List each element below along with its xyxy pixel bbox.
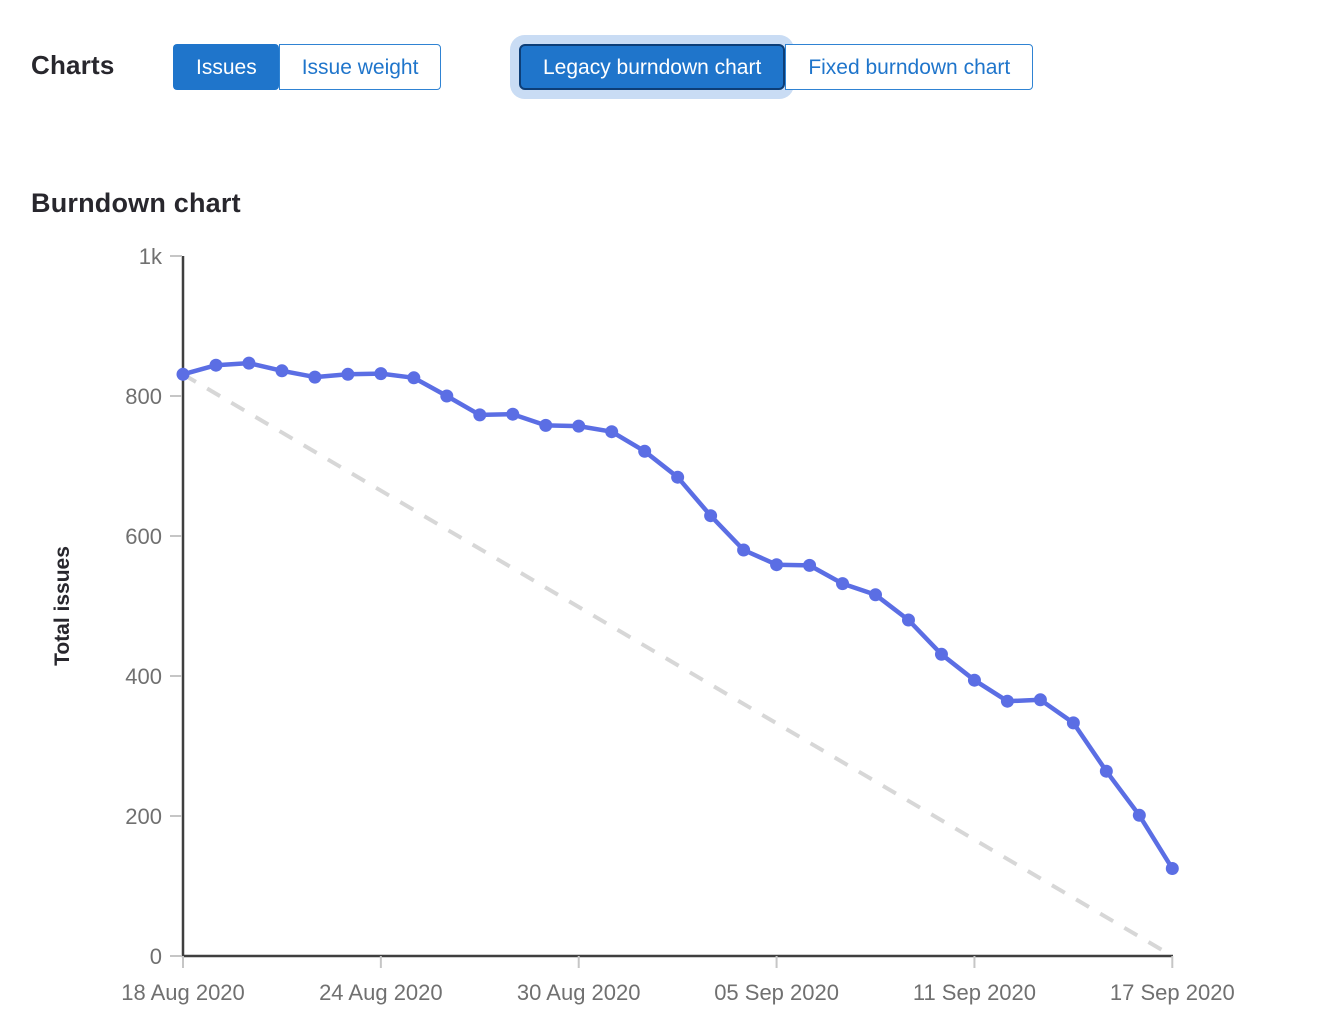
data-point[interactable] [704,509,718,523]
data-point[interactable] [770,558,784,572]
data-point[interactable] [440,389,454,403]
data-point[interactable] [1066,716,1080,730]
burndown-chart[interactable]: 0 200 400 600 800 1k 18 Aug 2020 24 Aug 2020 30 … [0,230,1326,1028]
data-point[interactable] [1000,694,1014,708]
data-point[interactable] [176,367,190,381]
y-axis-tick-label: 600 [125,524,162,549]
data-point[interactable] [308,370,322,384]
y-axis-tick-label: 400 [125,664,162,689]
burndown-chart-canvas[interactable]: 0 200 400 600 800 1k 18 Aug 2020 24 Aug 2020 30 … [0,230,1326,1028]
y-axis-tick-label: 0 [150,944,162,969]
data-point[interactable] [934,647,948,661]
data-point[interactable] [671,470,685,484]
data-point[interactable] [1099,764,1113,778]
data-point[interactable] [572,419,586,433]
data-point[interactable] [1033,693,1047,707]
data-point[interactable] [242,356,256,370]
data-point[interactable] [539,418,553,432]
data-point[interactable] [341,367,355,381]
data-point[interactable] [506,407,520,421]
y-axis-tick-label: 1k [139,244,163,269]
data-point[interactable] [374,367,388,381]
data-point[interactable] [209,358,223,372]
ideal-burndown-line [181,372,1174,958]
issue-weight-toggle-button[interactable]: Issue weight [278,44,442,90]
data-point[interactable] [473,408,487,422]
x-axis-tick-label: 18 Aug 2020 [121,980,245,1005]
data-point[interactable] [869,588,883,602]
x-axis-tick-label: 05 Sep 2020 [714,980,839,1005]
y-axis-tick-label: 200 [125,804,162,829]
data-point[interactable] [967,673,981,687]
data-point[interactable] [1132,808,1146,822]
x-axis-tick-label: 17 Sep 2020 [1110,980,1235,1005]
axis-lines [181,256,1173,958]
charts-label: Charts [31,50,115,80]
page-title: Burndown chart [31,188,241,219]
ideal-burndown-guideline [181,372,1174,958]
fixed-burndown-chart-button[interactable]: Fixed burndown chart [785,44,1034,90]
y-axis-title: Total issues [51,546,74,666]
data-point[interactable] [275,364,289,378]
x-axis-tick-label: 24 Aug 2020 [319,980,443,1005]
data-point[interactable] [737,543,751,557]
actual-burndown-series [176,356,1179,875]
charts-toolbar: Charts Issues Issue weight Legacy burndo… [0,0,1326,110]
x-axis-tick-label: 11 Sep 2020 [913,980,1036,1005]
data-point[interactable] [836,577,850,591]
issues-toggle-button[interactable]: Issues [173,44,279,90]
axis-labels: 0 200 400 600 800 1k 18 Aug 2020 24 Aug 2020 30 … [51,244,1235,1005]
data-point[interactable] [1165,862,1179,875]
legacy-burndown-chart-button[interactable]: Legacy burndown chart [519,44,786,90]
actual-burndown-line [180,360,1175,871]
y-axis-tick-label: 800 [125,384,162,409]
chart-type-toggle: Legacy burndown chart Fixed burndown cha… [519,44,1034,90]
data-point[interactable] [901,613,915,627]
data-point[interactable] [803,558,817,572]
chart-axes [170,255,1174,968]
x-axis-tick-label: 30 Aug 2020 [517,980,641,1005]
data-point[interactable] [407,371,421,385]
data-point[interactable] [638,444,652,458]
data-point[interactable] [605,425,619,439]
issue-type-toggle: Issues Issue weight [173,44,442,90]
